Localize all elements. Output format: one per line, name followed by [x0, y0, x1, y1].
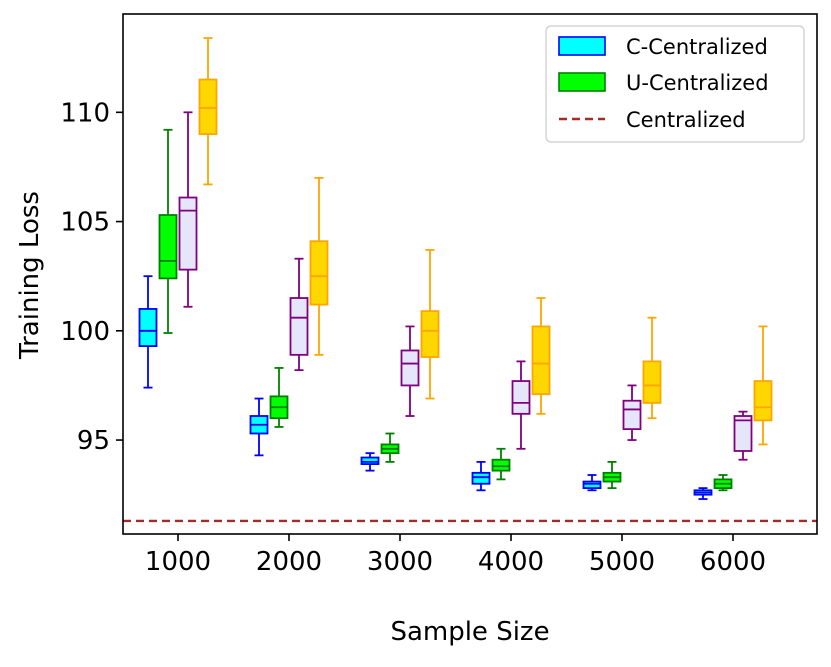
box-iqr [309, 240, 329, 306]
box-s1-2000 [269, 367, 289, 428]
box-iqr [198, 78, 218, 136]
box-s2-3000 [400, 325, 420, 417]
box-iqr [400, 349, 420, 387]
box-s0-4000 [471, 460, 491, 492]
y-axis-title: Training Loss [15, 191, 45, 360]
box-iqr [178, 196, 198, 271]
box-s3-6000 [753, 325, 773, 446]
legend: C-Centralized U-Centralized Centralized [545, 25, 805, 143]
box-iqr [471, 471, 491, 485]
box-iqr [289, 297, 309, 356]
legend-swatch-c-centralized [558, 36, 606, 56]
box-iqr [511, 380, 531, 415]
legend-frame [545, 25, 805, 143]
box-iqr [622, 399, 642, 431]
box-s3-1000 [198, 37, 218, 186]
box-s1-3000 [380, 432, 400, 463]
y-tick-label: 95 [77, 426, 110, 456]
box-s0-5000 [582, 474, 602, 492]
legend-label-u-centralized: U-Centralized [626, 71, 769, 95]
box-iqr [138, 308, 158, 348]
y-tick-label: 100 [60, 317, 110, 347]
legend-swatch-u-centralized [558, 72, 606, 92]
box-iqr [642, 360, 662, 404]
box-iqr [753, 380, 773, 422]
box-s1-6000 [713, 474, 733, 492]
box-s2-2000 [289, 257, 309, 372]
x-axis-title: Sample Size [390, 617, 549, 647]
box-iqr [420, 310, 440, 358]
box-s2-4000 [511, 360, 531, 450]
x-tick-label: 4000 [478, 547, 544, 577]
x-tick-label: 3000 [367, 547, 433, 577]
x-tick-label: 2000 [256, 547, 322, 577]
box-s0-1000 [138, 275, 158, 389]
box-iqr [531, 325, 551, 396]
y-tick-label: 105 [60, 208, 110, 238]
legend-label-centralized: Centralized [626, 108, 746, 132]
box-iqr [491, 458, 511, 472]
y-tick-label: 110 [60, 98, 110, 128]
plot-marks [138, 37, 773, 500]
x-axis: 1000 2000 3000 4000 5000 6000 [145, 534, 766, 577]
x-tick-label: 5000 [589, 547, 655, 577]
box-s3-4000 [531, 297, 551, 415]
plot-frame [122, 13, 818, 535]
x-tick-label: 1000 [145, 547, 211, 577]
box-s2-1000 [178, 111, 198, 308]
box-iqr [582, 480, 602, 490]
box-s2-6000 [733, 410, 753, 461]
box-s3-5000 [642, 316, 662, 420]
box-s1-4000 [491, 447, 511, 481]
box-iqr [360, 456, 380, 465]
box-s0-2000 [249, 397, 269, 457]
box-s1-1000 [158, 128, 178, 334]
box-iqr [158, 214, 178, 280]
legend-label-c-centralized: C-Centralized [626, 35, 768, 59]
y-axis: 95 100 105 110 [60, 98, 123, 456]
box-s2-5000 [622, 384, 642, 441]
box-s3-3000 [420, 249, 440, 400]
box-s3-2000 [309, 176, 329, 356]
box-iqr [733, 415, 753, 452]
box-s0-3000 [360, 452, 380, 472]
box-s0-6000 [693, 487, 713, 500]
x-tick-label: 6000 [700, 547, 766, 577]
box-s1-5000 [602, 460, 622, 490]
